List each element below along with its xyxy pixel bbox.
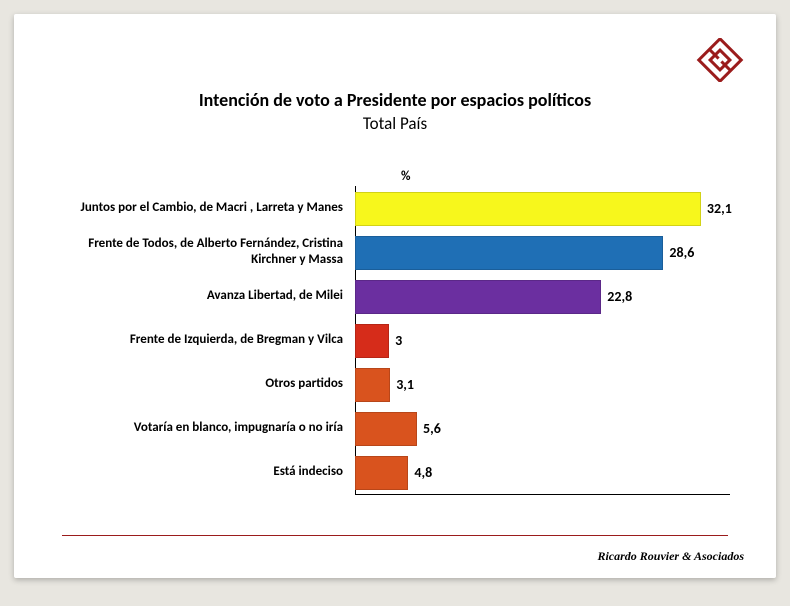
- bar-value: 3,1: [388, 362, 414, 406]
- bar-area: 22,8: [355, 274, 730, 318]
- bar-label: Frente de Izquierda, de Bregman y Vilca: [60, 318, 349, 362]
- bar-area: 28,6: [355, 230, 730, 274]
- chart-row: Votaría en blanco, impugnaría o no iría 5…: [60, 406, 730, 450]
- bar: [355, 280, 601, 314]
- bar-area: 32,1: [355, 186, 730, 230]
- footer-divider: [62, 535, 728, 536]
- chart-row: Avanza Libertad, de Milei 22,8: [60, 274, 730, 318]
- bar-label: Otros partidos: [60, 362, 349, 406]
- bar-label: Juntos por el Cambio, de Macri , Larreta…: [60, 186, 349, 230]
- chart-row: Frente de Todos, de Alberto Fernández, C…: [60, 230, 730, 274]
- chart-row: Juntos por el Cambio, de Macri , Larreta…: [60, 186, 730, 230]
- footer-credit: Ricardo Rouvier & Asociados: [597, 549, 744, 564]
- slide-title: Intención de voto a Presidente por espac…: [14, 89, 776, 111]
- bar-area: 3: [355, 318, 730, 362]
- title-block: Intención de voto a Presidente por espac…: [14, 89, 776, 134]
- bar-label: Votaría en blanco, impugnaría o no iría: [60, 406, 349, 450]
- slide-subtitle: Total País: [14, 113, 776, 134]
- bar: [355, 456, 408, 490]
- bar-label: Está indeciso: [60, 450, 349, 494]
- bar-value: 28,6: [661, 230, 694, 274]
- chart-area: Juntos por el Cambio, de Macri , Larreta…: [60, 186, 730, 496]
- slide: Intención de voto a Presidente por espac…: [14, 14, 776, 578]
- bar-value: 4,8: [406, 450, 432, 494]
- bar-area: 5,6: [355, 406, 730, 450]
- bar-label: Frente de Todos, de Alberto Fernández, C…: [60, 230, 349, 274]
- bar-label: Avanza Libertad, de Milei: [60, 274, 349, 318]
- bar-value: 3: [387, 318, 402, 362]
- bar-value: 32,1: [699, 186, 732, 230]
- percent-header: %: [401, 169, 410, 184]
- bar-value: 5,6: [415, 406, 441, 450]
- bar: [355, 192, 701, 226]
- bar-area: 4,8: [355, 450, 730, 494]
- chart-row: Frente de Izquierda, de Bregman y Vilca 3: [60, 318, 730, 362]
- bar: [355, 324, 389, 358]
- bar: [355, 412, 417, 446]
- bar: [355, 236, 663, 270]
- chart-row: Está indeciso 4,8: [60, 450, 730, 494]
- company-logo-icon: [696, 38, 744, 87]
- bar-area: 3,1: [355, 362, 730, 406]
- bar-value: 22,8: [599, 274, 632, 318]
- x-axis: [355, 494, 730, 495]
- bar: [355, 368, 390, 402]
- chart-row: Otros partidos 3,1: [60, 362, 730, 406]
